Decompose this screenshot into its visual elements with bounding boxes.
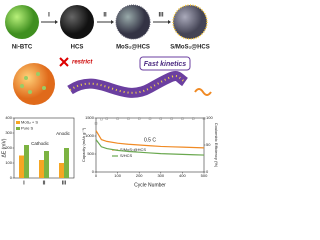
step: I <box>48 13 50 19</box>
y-axis-label: Capacity (mAh g⁻¹) <box>81 127 86 162</box>
cathode-sphere <box>13 63 55 105</box>
ce-marker <box>100 117 103 121</box>
x-axis-label: Cycle Number <box>134 182 166 188</box>
y-tick-label: 200 <box>5 145 12 150</box>
y-tick-label: 500 <box>87 151 94 156</box>
y2-tick-label: 100 <box>206 115 213 120</box>
plot-frame <box>95 117 205 173</box>
annotation: Anodic <box>56 131 71 136</box>
step: II <box>103 13 107 19</box>
material: Ni-BTC <box>12 45 33 51</box>
x-tick-label: III <box>62 180 67 186</box>
restrict-label: restrict <box>72 60 93 66</box>
callout <box>139 56 191 71</box>
bar <box>24 145 29 178</box>
ce-marker <box>105 117 109 120</box>
ce-marker <box>137 117 141 120</box>
sphere <box>5 5 39 39</box>
y-tick-label: 1500 <box>85 115 95 120</box>
legend-swatch <box>16 121 20 124</box>
y-tick-label: 0 <box>10 175 13 180</box>
ce-marker <box>170 117 173 120</box>
x-tick-label: 100 <box>114 173 121 178</box>
material: S/MoS₂@HCS <box>170 45 210 51</box>
legend-label: MoS₂ + S <box>21 120 38 125</box>
ce-marker <box>191 117 195 120</box>
series-line <box>95 130 205 149</box>
x-tick-label: 500 <box>201 173 208 178</box>
step: III <box>158 13 163 19</box>
ce-marker <box>148 117 152 120</box>
bar <box>39 160 44 178</box>
restrict-cross <box>59 57 69 67</box>
x-tick-label: 300 <box>157 173 164 178</box>
sphere <box>60 5 94 39</box>
y-axis-label: ΔE (mV) <box>1 138 7 157</box>
fast-kinetics: Fast kinetics <box>144 61 187 68</box>
y-tick-label: 1000 <box>85 133 95 138</box>
arrow-heads <box>55 20 171 24</box>
sphere <box>115 4 151 40</box>
material: MoS₂@HCS <box>116 45 150 51</box>
x-tick-label: 200 <box>136 173 143 178</box>
y-tick-label: 100 <box>5 160 12 165</box>
ce-marker <box>127 117 130 120</box>
legend-label: S/HCS <box>120 153 133 158</box>
ribbon <box>194 88 212 96</box>
ce-marker <box>202 117 206 120</box>
legend-label: Pure S <box>21 126 34 131</box>
page: I II III Ni-BTC HCS MoS₂@HCS S/MoS₂@HCS … <box>1 4 219 189</box>
kinetic-band <box>67 71 189 98</box>
annotation: 0.5 C <box>144 137 156 143</box>
y2-tick-label: 50 <box>206 142 211 147</box>
ce-marker <box>181 117 184 120</box>
sphere <box>172 4 208 40</box>
annotation: Cathodic <box>31 141 50 146</box>
bar <box>44 151 49 178</box>
y2-tick-label: 0 <box>206 169 209 174</box>
bar <box>59 163 64 178</box>
y-tick-label: 400 <box>5 115 12 120</box>
x-tick-label: 400 <box>179 173 186 178</box>
material: HCS <box>71 45 84 51</box>
series-line <box>95 139 205 156</box>
bar <box>19 155 24 178</box>
particles <box>20 72 46 94</box>
y2-axis-label: Coulombic Efficiency (%) <box>214 123 219 168</box>
legend-label: S/MoS₂@HCS <box>120 147 146 152</box>
ce-marker <box>116 117 119 120</box>
ce-marker <box>159 117 163 120</box>
x-tick-label: 0 <box>95 173 98 178</box>
x-tick-label: I <box>23 180 25 186</box>
bar <box>64 148 69 178</box>
figure: I II III Ni-BTC HCS MoS₂@HCS S/MoS₂@HCS … <box>1 4 219 188</box>
y-tick-label: 0 <box>92 169 95 174</box>
legend-swatch <box>16 127 20 130</box>
y-tick-label: 300 <box>5 130 12 135</box>
x-tick-label: II <box>43 180 46 186</box>
ce-marker <box>94 122 98 125</box>
